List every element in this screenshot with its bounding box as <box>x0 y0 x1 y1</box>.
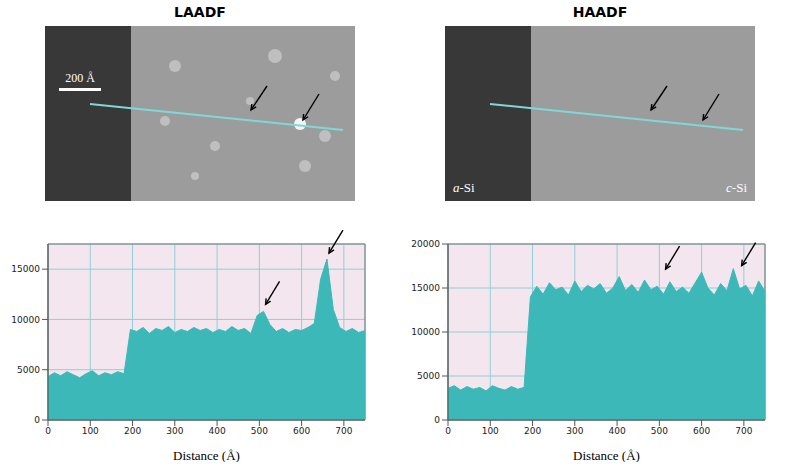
svg-text:0: 0 <box>34 415 40 425</box>
svg-text:Distance (Å): Distance (Å) <box>173 448 240 462</box>
svg-text:5000: 5000 <box>417 371 440 381</box>
svg-text:Distance (Å): Distance (Å) <box>573 448 640 462</box>
svg-text:a-Si: a-Si <box>453 180 475 195</box>
svg-text:300: 300 <box>566 426 583 436</box>
svg-text:600: 600 <box>693 426 710 436</box>
svg-text:5000: 5000 <box>17 365 40 375</box>
svg-text:700: 700 <box>335 426 352 436</box>
svg-text:100: 100 <box>482 426 499 436</box>
svg-text:400: 400 <box>608 426 625 436</box>
html-text:HAADF: HAADF <box>572 4 628 20</box>
svg-text:15000: 15000 <box>11 264 40 274</box>
svg-text:200 Å: 200 Å <box>65 71 95 85</box>
svg-text:0: 0 <box>445 426 451 436</box>
svg-text:20000: 20000 <box>411 239 440 249</box>
html-text:LAADF: LAADF <box>174 4 226 20</box>
svg-text:200: 200 <box>524 426 541 436</box>
svg-text:200: 200 <box>124 426 141 436</box>
svg-text:600: 600 <box>293 426 310 436</box>
svg-text:400: 400 <box>208 426 225 436</box>
svg-text:0: 0 <box>45 426 51 436</box>
svg-text:300: 300 <box>166 426 183 436</box>
svg-text:100: 100 <box>82 426 99 436</box>
svg-text:500: 500 <box>251 426 268 436</box>
svg-text:15000: 15000 <box>411 283 440 293</box>
svg-text:500: 500 <box>651 426 668 436</box>
svg-text:0: 0 <box>434 415 440 425</box>
svg-text:10000: 10000 <box>11 315 40 325</box>
svg-text:10000: 10000 <box>411 327 440 337</box>
svg-text:700: 700 <box>735 426 752 436</box>
svg-text:c-Si: c-Si <box>726 180 747 195</box>
